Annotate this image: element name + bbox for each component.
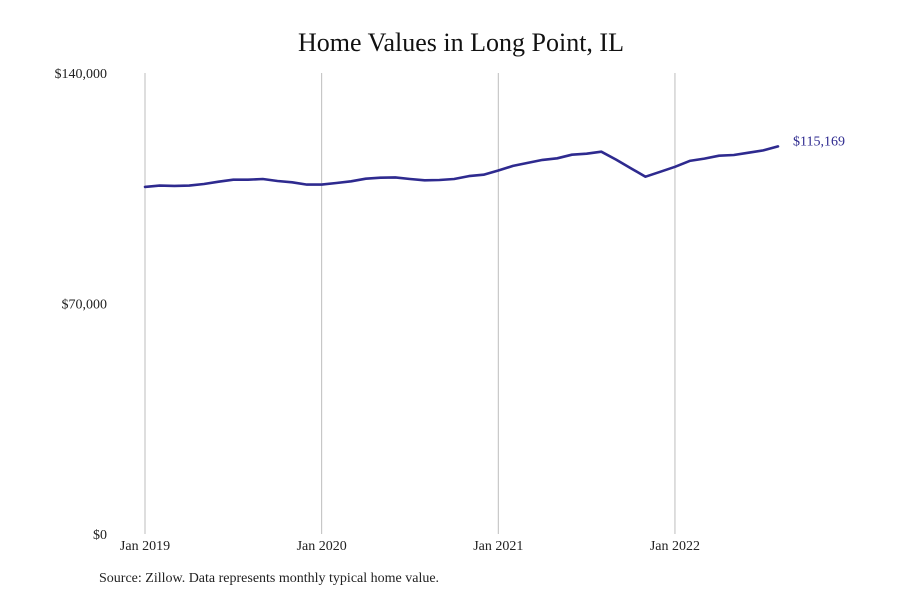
- x-tick-label: Jan 2019: [120, 539, 170, 554]
- line-chart: Home Values in Long Point, IL $0$70,000$…: [55, 28, 845, 554]
- series-line: [143, 145, 780, 189]
- y-tick-label: $0: [93, 528, 107, 543]
- y-tick-label: $70,000: [62, 298, 108, 313]
- y-tick-label: $140,000: [55, 67, 108, 82]
- gridlines: [144, 73, 676, 534]
- x-tick-label: Jan 2021: [473, 539, 523, 554]
- end-value-label: $115,169: [793, 134, 845, 149]
- series-layer: $115,169: [143, 134, 845, 189]
- chart-title: Home Values in Long Point, IL: [298, 28, 624, 57]
- source-note: Source: Zillow. Data represents monthly …: [99, 571, 440, 586]
- x-tick-label: Jan 2022: [650, 539, 700, 554]
- x-axis-ticks: Jan 2019 Jan 2020 Jan 2021 Jan 2022: [120, 539, 700, 554]
- x-tick-label: Jan 2020: [297, 539, 347, 554]
- y-axis-ticks: $0 $70,000 $140,000: [55, 67, 108, 543]
